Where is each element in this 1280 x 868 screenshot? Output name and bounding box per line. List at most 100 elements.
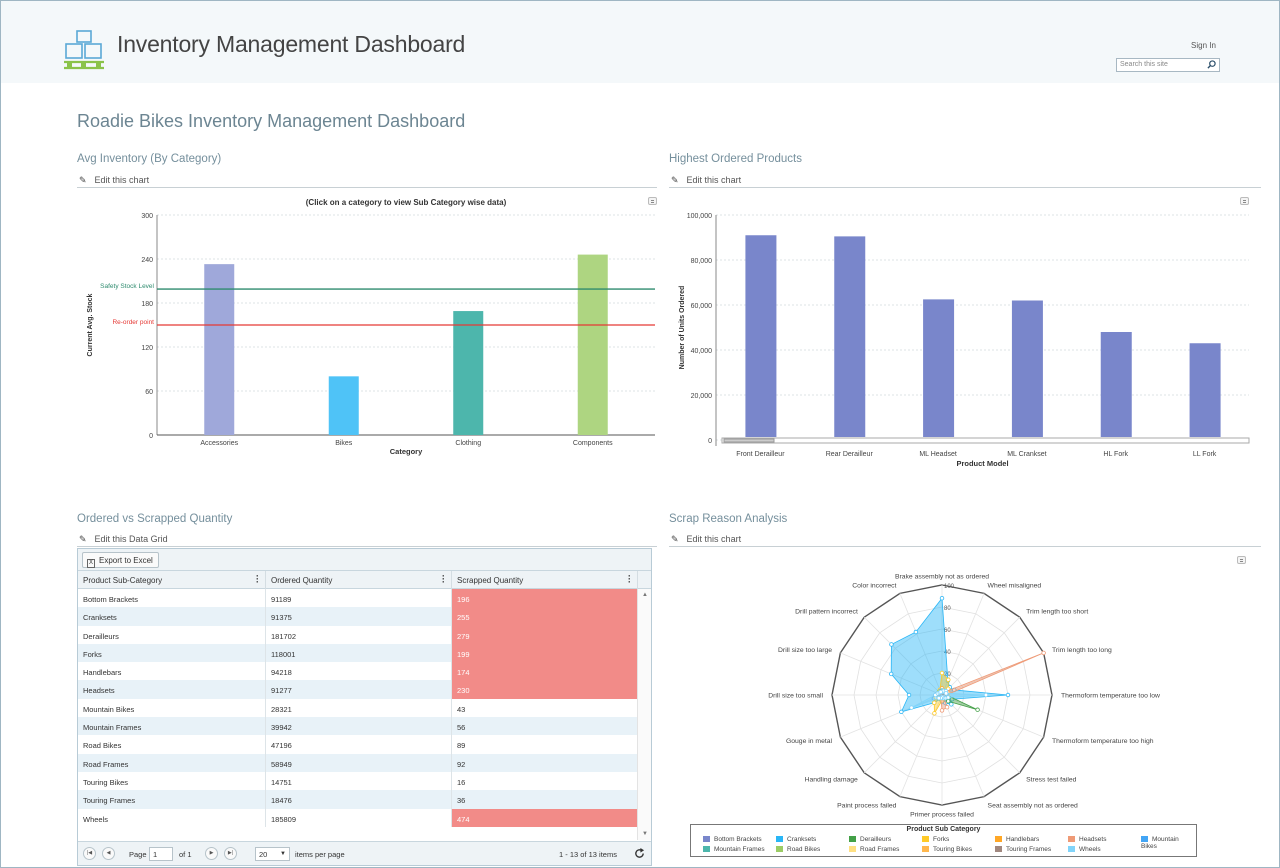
bar[interactable] [745,235,777,437]
chart-menu-button[interactable] [1237,556,1246,564]
page-size-select[interactable]: 20 ▼ [255,847,290,861]
bar[interactable] [328,376,359,435]
y-tick-label: 120 [141,345,153,352]
legend-item[interactable]: Touring Frames [995,846,1051,853]
page-size-value: 20 [259,850,268,859]
avg-inventory-title: Avg Inventory (By Category) [77,153,222,165]
table-row[interactable]: Mountain Frames 39942 56 [78,717,651,736]
last-page-icon[interactable]: ▶| [224,847,237,860]
legend-swatch [776,836,783,842]
table-row[interactable]: Touring Frames 18476 36 [78,790,651,809]
avg-inventory-chart[interactable]: (Click on a category to view Sub Categor… [77,193,657,463]
sign-in-link[interactable]: Sign In [1191,41,1216,50]
cell-ordered-quantity: 58949 [266,753,452,772]
search-input[interactable]: Search this site [1116,58,1220,72]
first-page-icon[interactable]: |◀ [83,847,96,860]
pencil-icon: ✎ [671,534,679,544]
cell-ordered-quantity: 28321 [266,698,452,718]
page-title: Roadie Bikes Inventory Management Dashbo… [77,111,466,131]
page-number-input[interactable]: 1 [149,847,173,861]
table-row[interactable]: Handlebars 94218 174 [78,662,651,681]
legend-label: Forks [933,836,950,843]
cell-sub-category: Wheels [78,808,266,827]
table-row[interactable]: Mountain Bikes 28321 43 [78,698,651,718]
radar-point [975,707,980,712]
legend-item[interactable]: Forks [922,836,949,843]
edit-link-label: Edit this Data Grid [94,534,168,544]
search-icon[interactable] [1207,60,1216,69]
table-row[interactable]: Road Bikes 47196 89 [78,735,651,754]
next-page-icon[interactable]: ▶ [205,847,218,860]
legend-swatch [776,846,783,852]
radar-axis-label: Seat assembly not as ordered [988,802,1079,809]
refresh-icon[interactable] [634,848,645,859]
chart-menu-button[interactable] [648,197,657,205]
cell-ordered-quantity: 39942 [266,717,452,736]
scroll-down-icon[interactable]: ▼ [642,831,648,837]
table-row[interactable]: Headsets 91277 230 [78,680,651,699]
legend-item[interactable]: Handlebars [995,836,1039,843]
table-row[interactable]: Derailleurs 181702 279 [78,625,651,644]
bar[interactable] [923,299,955,437]
page-of-label: of 1 [179,850,192,859]
chart-menu-button[interactable] [1240,197,1249,205]
bar[interactable] [1100,332,1132,437]
legend-item[interactable]: Bottom Brackets [703,836,762,843]
cell-sub-category: Forks [78,643,266,663]
radar-point [983,692,989,698]
legend-item[interactable]: Derailleurs [849,836,891,843]
column-menu-icon[interactable]: · · · [442,571,445,587]
edit-highest-ordered-chart-link[interactable]: ✎ Edit this chart [671,175,741,186]
column-menu-icon[interactable]: · · · [256,571,259,587]
table-row[interactable]: Touring Bikes 14751 16 [78,771,651,791]
column-header-ordered[interactable]: Ordered Quantity · · · [266,571,452,589]
prev-page-icon[interactable]: ◀ [102,847,115,860]
column-header-scrapped[interactable]: Scrapped Quantity · · · [452,571,638,589]
legend-item[interactable]: Mountain Frames [703,846,765,853]
radar-point [939,670,945,676]
cell-scrapped-quantity: 474 [452,808,638,827]
table-row[interactable]: Wheels 185809 474 [78,808,651,827]
bar[interactable] [453,311,484,435]
radar-point [938,689,943,695]
table-row[interactable]: Road Frames 58949 92 [78,753,651,772]
edit-scrap-reason-chart-link[interactable]: ✎ Edit this chart [671,534,741,545]
column-header-sub-category[interactable]: Product Sub-Category · · · [78,571,266,589]
cell-sub-category: Cranksets [78,607,266,626]
bar[interactable] [1189,343,1221,437]
legend-item[interactable]: Wheels [1068,846,1101,853]
column-header-label: Ordered Quantity [271,576,333,585]
cell-sub-category: Headsets [78,680,266,699]
radar-point [1005,692,1011,698]
scrap-reason-radar-chart[interactable]: 020406080100Brake assembly not as ordere… [669,561,1269,823]
bar[interactable] [1011,300,1043,438]
cell-scrapped-quantity: 89 [452,735,638,754]
bar[interactable] [204,264,235,435]
bar[interactable] [834,236,866,437]
legend-swatch [1068,836,1075,842]
scroll-up-icon[interactable]: ▲ [642,592,648,598]
export-to-excel-button[interactable]: X Export to Excel [82,552,159,568]
table-row[interactable]: Forks 118001 199 [78,643,651,663]
table-row[interactable]: Cranksets 91375 255 [78,607,651,626]
grid-vertical-scrollbar[interactable]: ▲ ▼ [637,589,651,840]
highest-ordered-chart[interactable]: 0 20,000 40,000 60,000 80,000 100,000 Front De… [669,193,1261,473]
legend-item[interactable]: Road Bikes [776,846,820,853]
edit-avg-inventory-chart-link[interactable]: ✎ Edit this chart [79,175,149,186]
scrap-reason-title: Scrap Reason Analysis [669,513,788,525]
legend-item[interactable]: Mountain Bikes [1141,836,1196,850]
legend-item[interactable]: Touring Bikes [922,846,972,853]
table-row[interactable]: Bottom Brackets 91189 196 [78,589,651,608]
legend-label: Mountain Bikes [1141,836,1179,850]
legend-item[interactable]: Road Frames [849,846,899,853]
legend-swatch [1141,836,1148,842]
cell-ordered-quantity: 91277 [266,680,452,699]
cell-sub-category: Road Frames [78,753,266,772]
column-menu-icon[interactable]: · · · [628,571,631,587]
legend-item[interactable]: Cranksets [776,836,816,843]
legend-item[interactable]: Headsets [1068,836,1106,843]
pencil-icon: ✎ [79,175,87,185]
radar-spoke [899,593,943,696]
edit-data-grid-link[interactable]: ✎ Edit this Data Grid [79,534,168,545]
bar[interactable] [577,254,608,435]
